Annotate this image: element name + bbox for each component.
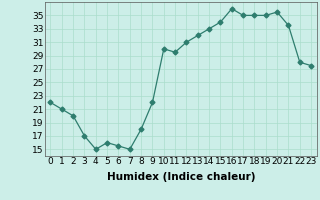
X-axis label: Humidex (Indice chaleur): Humidex (Indice chaleur) — [107, 172, 255, 182]
